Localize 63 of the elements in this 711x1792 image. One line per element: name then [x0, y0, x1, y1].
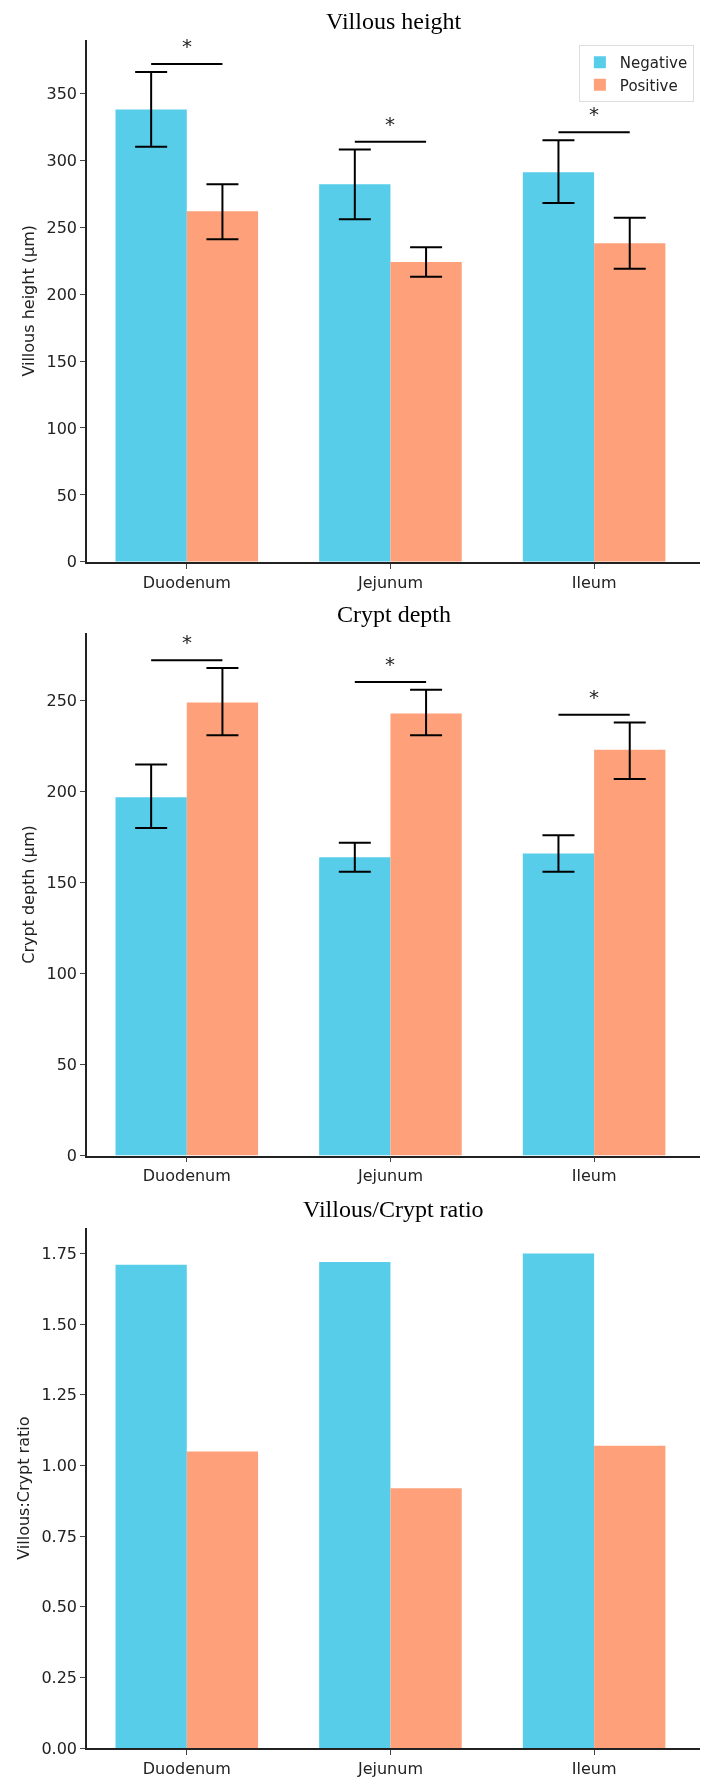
legend-label: Positive: [619, 76, 678, 95]
annotation: *: [589, 102, 599, 126]
chart-title: Villous/Crypt ratio: [303, 1196, 484, 1222]
y-axis-title: Villous height (µm): [18, 225, 38, 377]
annotation: *: [589, 685, 599, 709]
y-tick-label: 0: [66, 552, 78, 572]
bar: [594, 1445, 666, 1749]
bar: [522, 172, 595, 562]
bar: [319, 184, 391, 562]
bar: [115, 797, 187, 1156]
y-axis-title: Crypt depth (µm): [18, 825, 38, 964]
bar: [186, 702, 259, 1156]
y-tick-label: 200: [46, 284, 78, 304]
bar: [390, 713, 462, 1156]
bar: [390, 1488, 462, 1749]
y-tick-label: 300: [46, 150, 78, 170]
x-tick-label: Jejunum: [356, 1759, 423, 1779]
y-tick-label: 0.50: [41, 1597, 78, 1617]
bar: [319, 857, 391, 1156]
x-tick-label: Ileum: [571, 1166, 617, 1186]
bar: [594, 243, 666, 562]
y-tick-label: 0.75: [41, 1526, 78, 1546]
bar: [390, 261, 462, 562]
y-tick-label: 50: [56, 485, 78, 505]
bar: [522, 1253, 595, 1749]
x-tick-label: Ileum: [571, 572, 617, 592]
annotation: *: [385, 652, 395, 676]
legend-label: Negative: [619, 54, 688, 73]
y-tick-label: 0.00: [41, 1738, 78, 1758]
y-tick-label: 250: [46, 691, 78, 711]
y-tick-label: 150: [46, 873, 78, 893]
x-tick-label: Duodenum: [142, 1759, 231, 1779]
annotation: *: [182, 630, 192, 654]
y-tick-label: 0: [66, 1146, 78, 1166]
bar: [319, 1262, 391, 1749]
bar: [522, 853, 595, 1156]
bar: [115, 1264, 187, 1749]
bar: [186, 1451, 259, 1749]
x-tick-label: Ileum: [571, 1759, 617, 1779]
annotation: *: [182, 34, 192, 58]
y-tick-label: 100: [46, 418, 78, 438]
x-tick-label: Duodenum: [142, 572, 231, 592]
chart-title: Villous height: [326, 8, 462, 34]
y-tick-label: 1.00: [41, 1456, 78, 1476]
bar: [594, 749, 666, 1156]
y-tick-label: 1.75: [41, 1244, 78, 1264]
y-tick-label: 1.50: [41, 1314, 78, 1334]
y-axis-title: Villous:Crypt ratio: [13, 1416, 33, 1560]
x-tick-label: Duodenum: [142, 1166, 231, 1186]
y-tick-label: 250: [46, 217, 78, 237]
x-tick-label: Jejunum: [356, 572, 423, 592]
chart-title: Crypt depth: [337, 601, 451, 627]
y-tick-label: 200: [46, 782, 78, 802]
y-tick-label: 0.25: [41, 1668, 78, 1688]
bar: [115, 109, 187, 562]
y-tick-label: 100: [46, 964, 78, 984]
bar: [186, 211, 259, 562]
x-tick-label: Jejunum: [356, 1166, 423, 1186]
y-tick-label: 1.25: [41, 1385, 78, 1405]
y-tick-label: 150: [46, 351, 78, 371]
y-tick-label: 50: [56, 1055, 78, 1075]
y-tick-label: 350: [46, 83, 78, 103]
annotation: *: [385, 112, 395, 136]
